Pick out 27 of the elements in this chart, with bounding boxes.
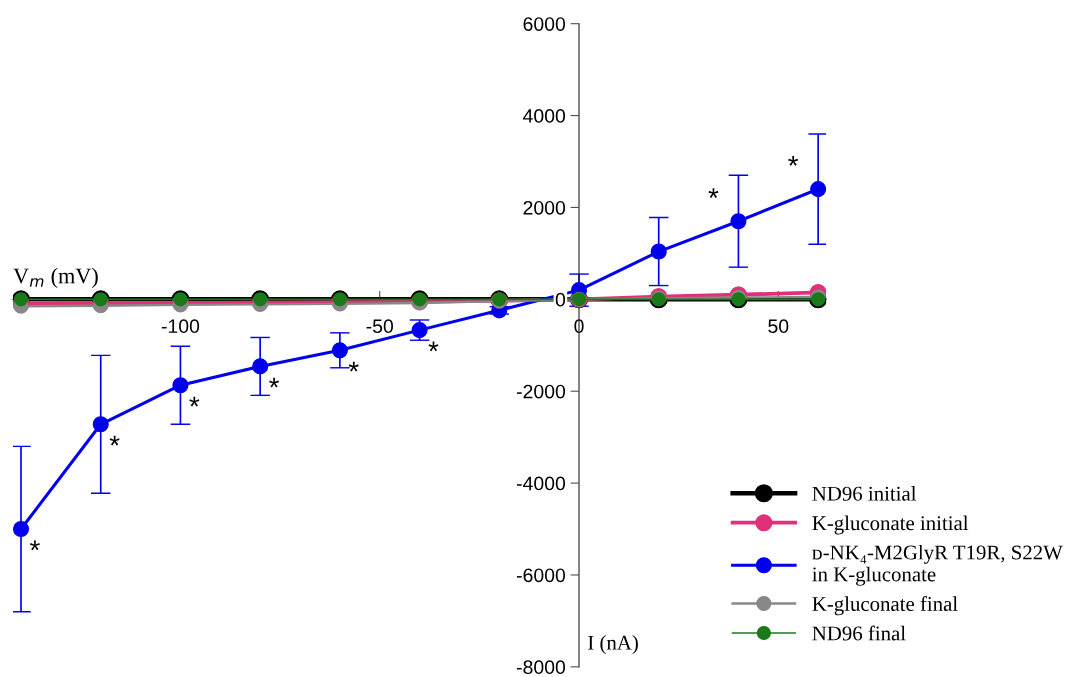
annotation: * [269,377,280,388]
legend-label: K-gluconate final [812,596,958,616]
y-tick-label: 6000 [523,17,566,31]
x-axis-title: V$_{m}$ (mV) [13,267,98,288]
y-tick-label: 4000 [523,109,566,123]
y-tick-label: -8000 [516,660,566,675]
x-tick-label: -100 [161,319,200,334]
x-tick-label: 0 [574,319,584,334]
y-tick-label: 2000 [523,200,566,215]
y-tick-label: 0 [555,292,566,307]
annotation: * [708,188,719,198]
y-tick-label: -6000 [516,568,566,583]
annotation: * [788,156,799,166]
annotation: * [29,540,40,551]
legend-label: ND96 final [812,625,906,641]
x-tick-label: -50 [366,319,394,334]
annotation: * [348,361,359,372]
x-tick-label: 50 [768,319,789,334]
annotation: * [189,396,200,407]
y-tick-label: -2000 [516,384,566,399]
y-axis-title: I (nA) [588,635,638,654]
annotation: * [428,341,439,352]
legend-label: K-gluconate initial [812,515,969,535]
legend-label: ᴅ-NK₄-M2GlyR T19R, S22W in K-gluconate [812,544,1063,586]
y-tick-label: -4000 [516,476,566,491]
annotation: * [109,435,120,446]
legend-label: ND96 initial [812,486,917,501]
